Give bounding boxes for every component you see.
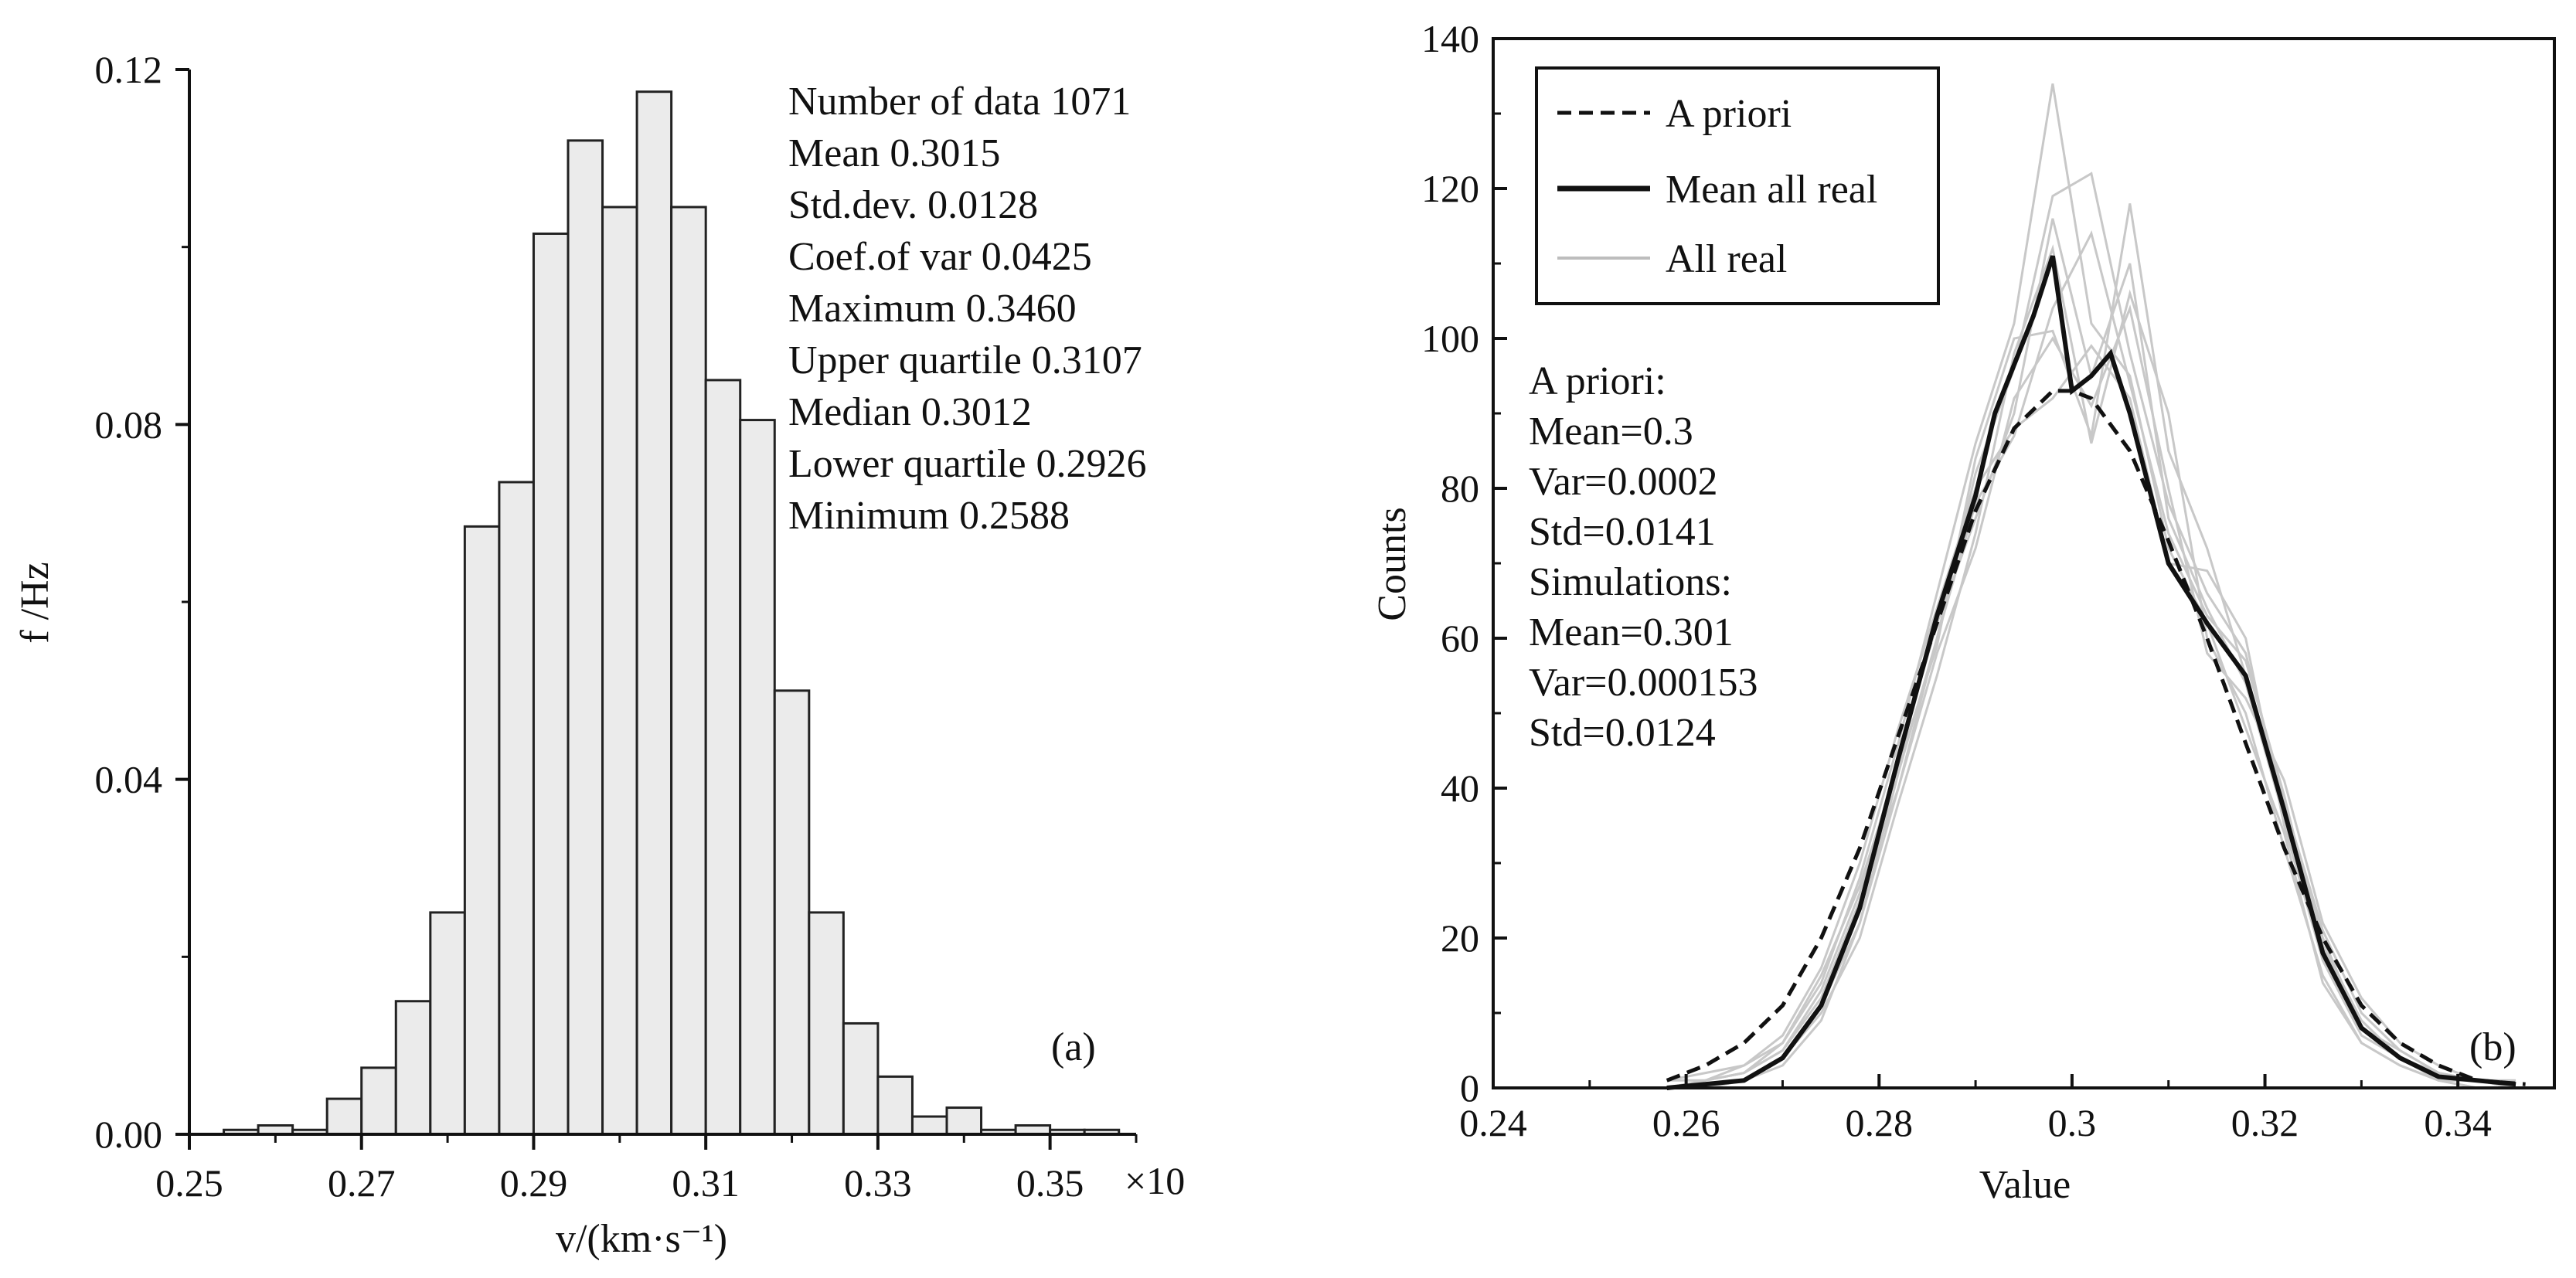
stat-line: Coef.of var 0.0425: [788, 235, 1092, 279]
histogram-panel-a: 0.25 0.27 0.29 0.31 0.33 0.35 0.00 0.04 0.08 0.12…: [13, 48, 1185, 1261]
histogram-bar: [601, 206, 638, 1136]
b-x-axis-label: Value: [1979, 1163, 2071, 1207]
histogram-bar: [945, 1106, 983, 1136]
all-real-realization-line: [1666, 172, 2516, 1089]
x-tick-label: 0.31: [672, 1161, 740, 1205]
b-annotation-block: A priori: Mean=0.3 Var=0.0002 Std=0.0141…: [1529, 359, 1758, 755]
all-real-realization-line: [1666, 203, 2516, 1082]
y-tick-label: 0.04: [95, 758, 163, 801]
stat-line: Upper quartile 0.3107: [788, 338, 1142, 382]
histogram-bar: [498, 481, 535, 1136]
b-y-axis-label: Counts: [1370, 507, 1414, 620]
annotation-line: Mean=0.3: [1529, 410, 1693, 454]
histogram-bar: [876, 1075, 914, 1136]
y-tick-label: 40: [1441, 766, 1479, 810]
all-real-realization-line: [1666, 344, 2516, 1089]
line-panel-b: 0.24 0.26 0.28 0.3 0.32 0.34 0 20 40 60 80 100 120 14…: [1370, 17, 2556, 1207]
histogram-bar: [532, 232, 570, 1136]
y-tick-label: 120: [1421, 167, 1479, 210]
histogram-bar: [567, 139, 604, 1136]
histogram-bar: [670, 206, 707, 1136]
x-tick-label: 0.28: [1846, 1101, 1914, 1144]
histogram-bar: [910, 1115, 948, 1136]
y-tick-label: 0.08: [95, 403, 163, 446]
all-real-realization-line: [1666, 244, 2516, 1089]
y-tick-label: 20: [1441, 916, 1479, 960]
x-tick-label: 0.29: [500, 1161, 568, 1205]
histogram-bar: [739, 419, 776, 1136]
stat-line: Std.dev. 0.0128: [788, 183, 1038, 227]
a-x-axis-label: v/(km·s⁻¹): [556, 1217, 727, 1261]
y-tick-label: 100: [1421, 317, 1479, 360]
histogram-bar: [394, 1000, 432, 1136]
y-tick-label: 0: [1460, 1066, 1479, 1110]
annotation-line: Mean=0.301: [1529, 610, 1734, 654]
x-tick-label: 0.32: [2231, 1101, 2299, 1144]
x-tick-label: 0.33: [844, 1161, 912, 1205]
legend-label: A priori: [1666, 92, 1792, 136]
legend-label: Mean all real: [1666, 168, 1877, 212]
b-panel-label: (b): [2469, 1025, 2516, 1069]
y-tick-label: 60: [1441, 617, 1479, 660]
y-tick-label: 0.00: [95, 1113, 163, 1156]
stat-line: Number of data 1071: [788, 80, 1131, 124]
stat-line: Median 0.3012: [788, 390, 1032, 434]
histogram-bars: [223, 90, 1121, 1136]
a-stats-block: Number of data 1071 Mean 0.3015 Std.dev.…: [788, 80, 1147, 538]
annotation-line: A priori:: [1529, 359, 1666, 403]
stat-line: Lower quartile 0.2926: [788, 442, 1147, 486]
annotation-line: Var=0.0002: [1529, 460, 1718, 504]
histogram-bar: [773, 689, 811, 1136]
annotation-line: Std=0.0124: [1529, 711, 1716, 755]
mean-all-real-line: [1666, 255, 2516, 1090]
x-tick-label: 0.3: [2048, 1101, 2097, 1144]
histogram-bar: [463, 525, 501, 1136]
legend-label: All real: [1666, 237, 1787, 281]
a-axis-ticks: 0.25 0.27 0.29 0.31 0.33 0.35 0.00 0.04 0.08 0.12: [95, 48, 1138, 1205]
y-tick-label: 0.12: [95, 48, 163, 91]
b-legend: A priori Mean all real All real: [1535, 66, 1940, 305]
x-tick-label: 0.35: [1016, 1161, 1084, 1205]
histogram-bar: [360, 1066, 397, 1136]
all-real-realization-line: [1666, 304, 2516, 1089]
stat-line: Mean 0.3015: [788, 131, 1000, 175]
a-x-multiplier: ×10: [1125, 1159, 1185, 1202]
all-real-realization-line: [1666, 218, 2516, 1089]
histogram-bar: [808, 911, 845, 1136]
histogram-bar: [704, 379, 742, 1136]
y-tick-label: 140: [1421, 17, 1479, 60]
histogram-bar: [635, 90, 673, 1136]
x-tick-label: 0.24: [1459, 1101, 1527, 1144]
a-panel-label: (a): [1051, 1025, 1096, 1069]
stat-line: Minimum 0.2588: [788, 494, 1070, 538]
all-real-realization-line: [1666, 230, 2516, 1089]
a-y-axis-label: f /Hz: [13, 562, 57, 643]
histogram-bar: [325, 1097, 363, 1136]
x-tick-label: 0.27: [328, 1161, 396, 1205]
x-tick-label: 0.25: [155, 1161, 223, 1205]
y-tick-label: 80: [1441, 467, 1479, 510]
stat-line: Maximum 0.3460: [788, 287, 1077, 331]
histogram-bar: [429, 911, 466, 1136]
annotation-line: Simulations:: [1529, 560, 1732, 604]
b-axis-ticks: 0.24 0.26 0.28 0.3 0.32 0.34 0 20 40 60 80 100 120 14…: [1421, 17, 2492, 1144]
x-tick-label: 0.34: [2424, 1101, 2492, 1144]
annotation-line: Var=0.000153: [1529, 661, 1758, 705]
a-priori-line: [1666, 389, 2526, 1086]
histogram-bar: [842, 1021, 880, 1136]
annotation-line: Std=0.0141: [1529, 510, 1716, 554]
x-tick-label: 0.26: [1652, 1101, 1720, 1144]
